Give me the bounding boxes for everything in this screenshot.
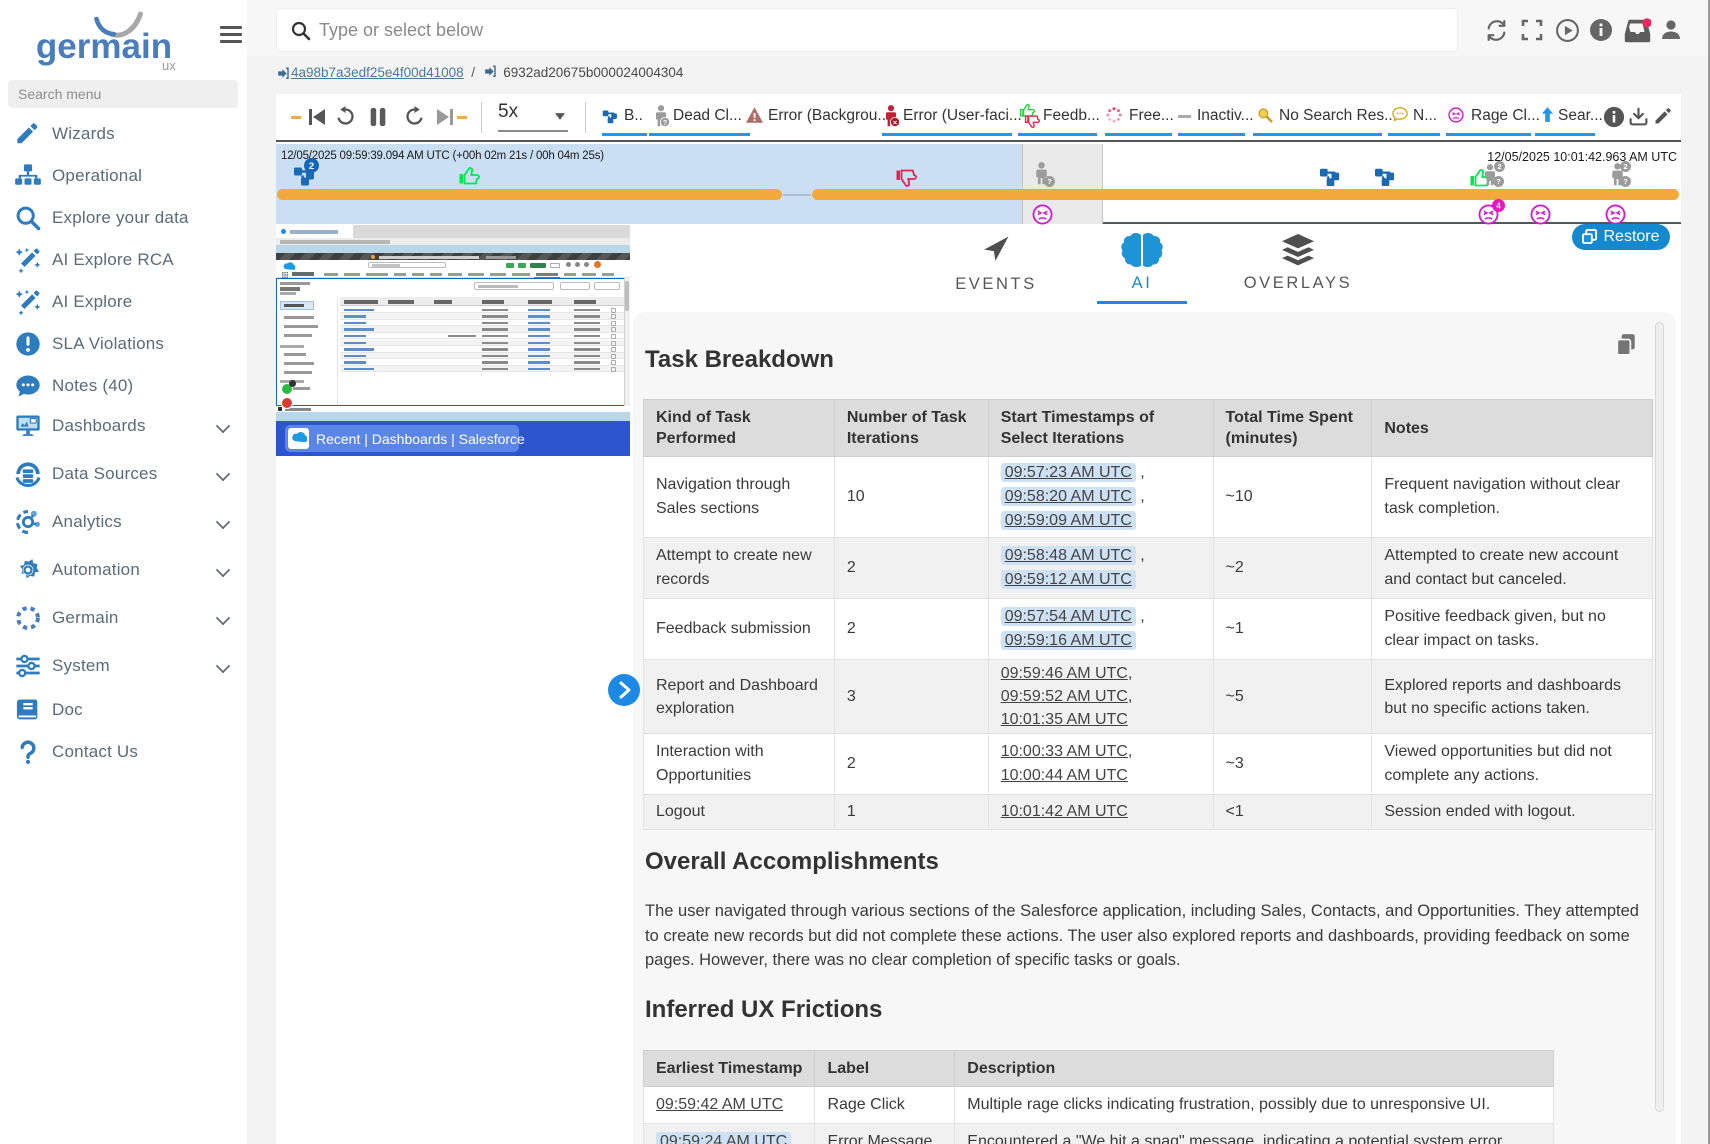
svg-text:?: ? — [1623, 177, 1628, 186]
svg-text:2: 2 — [1497, 162, 1501, 171]
svg-text:?: ? — [1047, 177, 1052, 186]
svg-text:ux: ux — [162, 58, 176, 72]
svg-text:2: 2 — [1623, 162, 1627, 171]
svg-text:?: ? — [663, 120, 667, 127]
svg-text:4: 4 — [1496, 201, 1501, 210]
svg-text:×: × — [893, 118, 898, 127]
svg-text:?: ? — [1496, 177, 1501, 186]
svg-text:2: 2 — [309, 161, 314, 172]
